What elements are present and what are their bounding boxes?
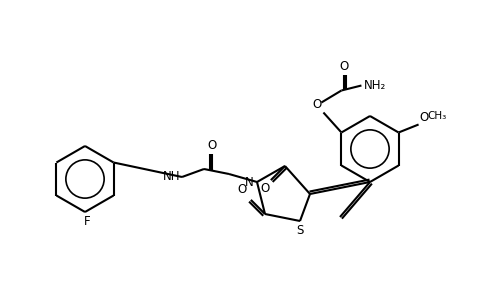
Text: O: O	[312, 98, 321, 111]
Text: N: N	[245, 176, 254, 188]
Text: O: O	[208, 139, 217, 152]
Text: NH₂: NH₂	[363, 79, 386, 92]
Text: CH₃: CH₃	[428, 111, 447, 121]
Text: O: O	[237, 183, 247, 196]
Text: O: O	[260, 182, 269, 195]
Text: NH: NH	[163, 170, 180, 183]
Text: F: F	[84, 215, 90, 228]
Text: O: O	[340, 59, 349, 73]
Text: O: O	[420, 111, 429, 123]
Text: S: S	[296, 224, 304, 237]
